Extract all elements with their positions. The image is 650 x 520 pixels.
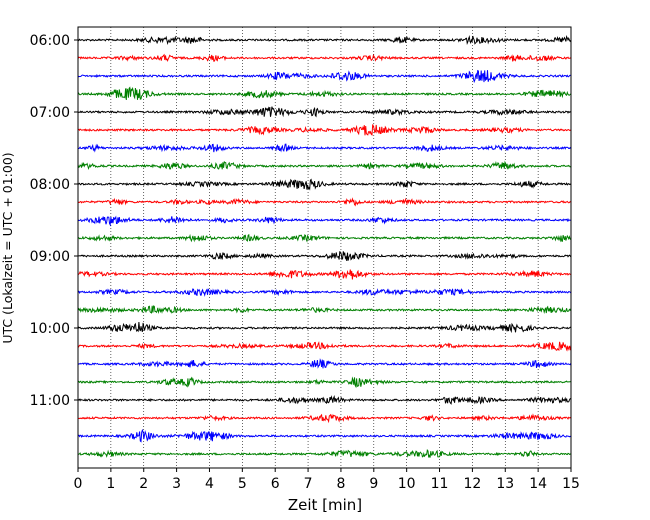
seismogram-trace <box>77 395 571 405</box>
y-axis-ticks: 06:00 07:00 08:00 09:00 10:00 11:00 <box>30 33 78 409</box>
seismogram-trace <box>77 106 572 118</box>
seismogram-trace <box>77 428 572 443</box>
y-tick-label: 06:00 <box>30 33 70 49</box>
seismogram-trace <box>77 53 572 63</box>
x-tick-label: 0 <box>74 476 83 492</box>
plot-frame <box>77 26 572 469</box>
y-tick-label: 07:00 <box>30 105 70 121</box>
seismogram-trace <box>77 178 572 191</box>
x-tick-label: 1 <box>106 476 115 492</box>
seismogram-trace <box>77 251 572 262</box>
x-tick-label: 6 <box>271 476 280 492</box>
seismogram-trace <box>77 160 572 170</box>
x-tick-label: 15 <box>562 476 580 492</box>
x-tick-label: 12 <box>463 476 481 492</box>
seismogram-trace <box>77 215 572 227</box>
x-tick-label: 13 <box>496 476 514 492</box>
x-tick-label: 7 <box>304 476 313 492</box>
x-tick-label: 14 <box>529 476 547 492</box>
seismogram-trace <box>77 288 572 297</box>
x-tick-label: 9 <box>369 476 378 492</box>
seismogram-trace <box>77 448 572 458</box>
x-axis-label: Zeit [min] <box>288 496 362 514</box>
seismogram-trace <box>77 305 572 315</box>
seismogram-trace <box>77 69 571 84</box>
x-tick-label: 5 <box>238 476 247 492</box>
y-tick-label: 09:00 <box>30 249 70 265</box>
seismogram-trace <box>77 124 572 136</box>
seismogram-trace <box>77 321 571 334</box>
x-tick-label: 11 <box>431 476 449 492</box>
seismogram-trace <box>77 233 572 243</box>
x-tick-label: 2 <box>139 476 148 492</box>
seismogram-trace <box>77 413 572 424</box>
seismogram-trace <box>77 269 572 280</box>
y-axis-label: UTC (Lokalzeit = UTC + 01:00) <box>0 152 15 343</box>
x-tick-label: 4 <box>205 476 214 492</box>
seismogram-trace <box>77 86 572 100</box>
x-tick-label: 8 <box>336 476 345 492</box>
x-axis-ticks: 0 1 2 3 4 5 6 7 8 9 10 11 12 13 14 15 <box>74 468 580 492</box>
seismogram-trace <box>77 197 572 207</box>
x-tick-label: 10 <box>398 476 416 492</box>
y-tick-label: 11:00 <box>30 393 70 409</box>
traces <box>77 35 572 458</box>
seismogram-trace <box>77 358 572 369</box>
seismogram-trace <box>77 143 572 153</box>
x-tick-label: 3 <box>172 476 181 492</box>
y-tick-label: 08:00 <box>30 177 70 193</box>
y-tick-label: 10:00 <box>30 321 70 337</box>
seismogram-trace <box>77 35 572 46</box>
seismogram-trace <box>77 341 572 352</box>
seismogram-trace <box>77 376 571 389</box>
